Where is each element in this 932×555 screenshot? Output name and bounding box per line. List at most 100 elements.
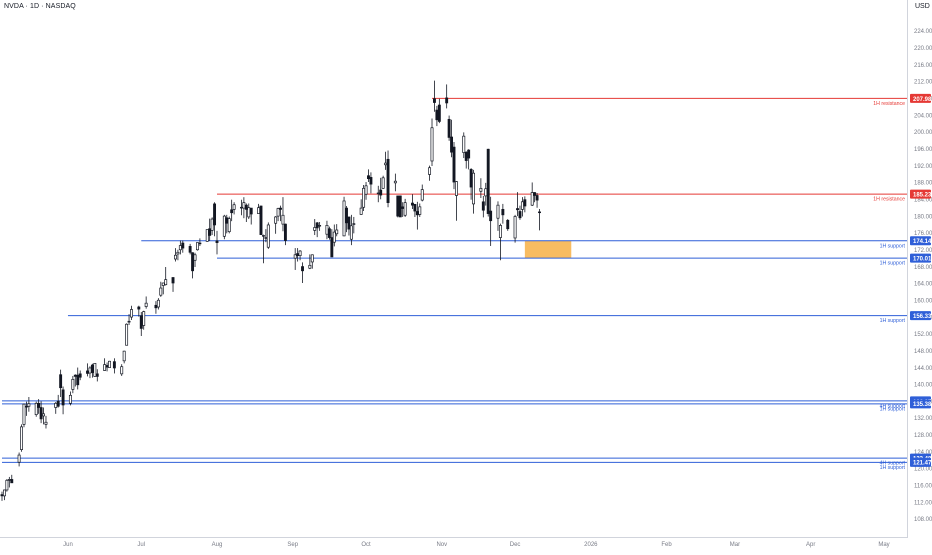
candle-up bbox=[144, 302, 148, 307]
candle-down bbox=[469, 169, 473, 188]
candle-up bbox=[376, 192, 380, 195]
candle-down bbox=[518, 211, 522, 219]
candle-down bbox=[37, 402, 41, 408]
candle-up bbox=[454, 181, 458, 196]
candle-up bbox=[484, 188, 488, 197]
time-axis[interactable]: Jun Jul Aug Sep Oct Nov Dec 2026 Feb Mar Apr May bbox=[63, 542, 890, 548]
price-axis-tick-label: 212.00 bbox=[914, 80, 932, 86]
candle-up bbox=[122, 350, 126, 362]
candle-up bbox=[261, 235, 265, 237]
candle-up bbox=[359, 207, 363, 215]
price-axis-tick-label: 164.00 bbox=[914, 282, 932, 288]
candle-down bbox=[467, 149, 471, 159]
candle-down bbox=[347, 216, 351, 230]
candle-down bbox=[379, 189, 383, 196]
candle-up bbox=[281, 214, 285, 225]
candle-down bbox=[95, 373, 99, 377]
candle-up bbox=[420, 189, 424, 201]
candle-up bbox=[276, 208, 280, 217]
candle-down bbox=[188, 246, 192, 253]
candle-up bbox=[27, 403, 31, 407]
candle-down bbox=[450, 136, 454, 153]
candle-down bbox=[249, 207, 253, 215]
candle-down bbox=[501, 209, 505, 216]
candle-up bbox=[159, 287, 163, 296]
candle-down bbox=[367, 175, 370, 180]
candle-up bbox=[472, 172, 475, 205]
candle-up bbox=[120, 366, 124, 375]
candle-down bbox=[315, 222, 319, 229]
candle-down bbox=[533, 192, 537, 196]
candle-up bbox=[7, 479, 11, 481]
time-axis-tick-label: 2026 bbox=[584, 542, 598, 548]
candle-up bbox=[364, 185, 368, 195]
candle-down bbox=[330, 237, 334, 258]
candle-down bbox=[401, 206, 405, 209]
candle-down bbox=[413, 203, 417, 212]
price-tag-value: 135.38 bbox=[913, 402, 932, 408]
candle-up bbox=[93, 362, 97, 377]
price-axis-tick-label: 168.00 bbox=[914, 265, 932, 271]
candle-up bbox=[332, 231, 336, 243]
time-axis-tick-label: Sep bbox=[287, 542, 298, 548]
price-tag-box bbox=[910, 236, 931, 246]
candle-down bbox=[208, 228, 212, 236]
time-axis-tick-label: Dec bbox=[510, 542, 521, 548]
candle-up bbox=[71, 378, 75, 390]
price-tag-box bbox=[910, 93, 931, 103]
candle-down bbox=[230, 209, 234, 214]
candle-up bbox=[298, 250, 302, 256]
candle-down bbox=[86, 370, 89, 374]
support-level-label: 1H support bbox=[880, 261, 906, 267]
price-axis-tick-label: 176.00 bbox=[914, 231, 932, 237]
time-axis-tick-label: Jul bbox=[137, 542, 145, 548]
candle-up bbox=[193, 254, 197, 261]
candle-down bbox=[105, 365, 109, 368]
price-axis-tick-label: 216.00 bbox=[914, 63, 932, 69]
resistance-level-label: 1H resistance bbox=[873, 101, 905, 107]
candle-up bbox=[20, 426, 23, 450]
candle-down bbox=[191, 252, 195, 272]
candle-up bbox=[403, 202, 407, 216]
resistance-level-label: 1H resistance bbox=[873, 197, 905, 203]
candle-down bbox=[59, 374, 63, 389]
candle-down bbox=[447, 118, 451, 138]
candle-up bbox=[44, 421, 48, 425]
candle-up bbox=[313, 227, 317, 231]
price-axis-tick-label: 148.00 bbox=[914, 349, 932, 355]
candle-up bbox=[239, 206, 243, 209]
price-axis-tick-label: 144.00 bbox=[914, 366, 932, 372]
time-axis-tick-label: May bbox=[878, 542, 889, 548]
price-axis-tick-label: 192.00 bbox=[914, 164, 932, 170]
candle-down bbox=[538, 211, 541, 214]
candle-down bbox=[415, 211, 419, 216]
price-axis-tick-label: 120.00 bbox=[914, 467, 932, 473]
candle-up bbox=[318, 225, 322, 227]
time-axis-tick-label: Mar bbox=[730, 542, 740, 548]
candle-up bbox=[156, 299, 160, 308]
candle-down bbox=[345, 207, 348, 224]
candle-up bbox=[68, 394, 72, 404]
candle-down bbox=[445, 97, 449, 104]
price-axis-tick-label: 200.00 bbox=[914, 130, 932, 136]
candle-up bbox=[125, 323, 129, 346]
candle-down bbox=[398, 195, 402, 218]
candle-up bbox=[161, 282, 165, 286]
candle-up bbox=[430, 127, 434, 162]
time-axis-tick-label: Jun bbox=[63, 542, 73, 548]
candle-down bbox=[24, 405, 28, 408]
candle-down bbox=[301, 266, 304, 272]
candle-down bbox=[137, 306, 141, 310]
candle-down bbox=[259, 205, 263, 235]
candle-up bbox=[142, 311, 146, 326]
candle-up bbox=[178, 245, 182, 251]
candle-up bbox=[462, 135, 466, 153]
price-axis-tick-label: 184.00 bbox=[914, 197, 932, 203]
price-axis-tick-label: 152.00 bbox=[914, 332, 932, 338]
candle-down bbox=[283, 223, 287, 241]
candle-up bbox=[34, 402, 38, 416]
candle-up bbox=[17, 454, 21, 463]
candle-up bbox=[232, 204, 236, 210]
